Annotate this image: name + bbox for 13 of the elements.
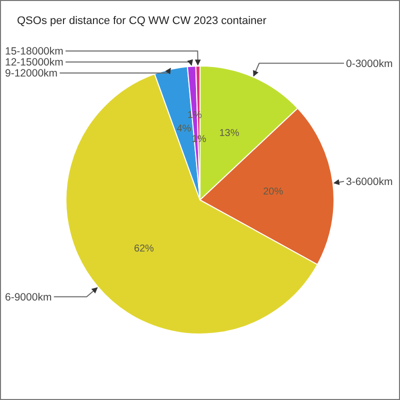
data-label: 1% [192, 134, 206, 145]
data-label: 20% [263, 186, 284, 198]
data-label: 13% [219, 128, 240, 139]
slice-label: 0-3000km [346, 58, 393, 70]
slice-label: 3-6000km [346, 176, 393, 188]
data-label: 4% [176, 124, 192, 135]
data-label: 62% [134, 243, 154, 254]
slice-label: 9-12000km [5, 68, 58, 80]
slice-label: 12-15000km [5, 56, 64, 69]
slice-label: 15-18000km [5, 46, 64, 58]
slice-label: 6-9000km [5, 291, 52, 304]
data-label: 1% [187, 110, 202, 121]
chart-title: QSOs per distance for CQ WW CW 2023 container [17, 15, 267, 27]
